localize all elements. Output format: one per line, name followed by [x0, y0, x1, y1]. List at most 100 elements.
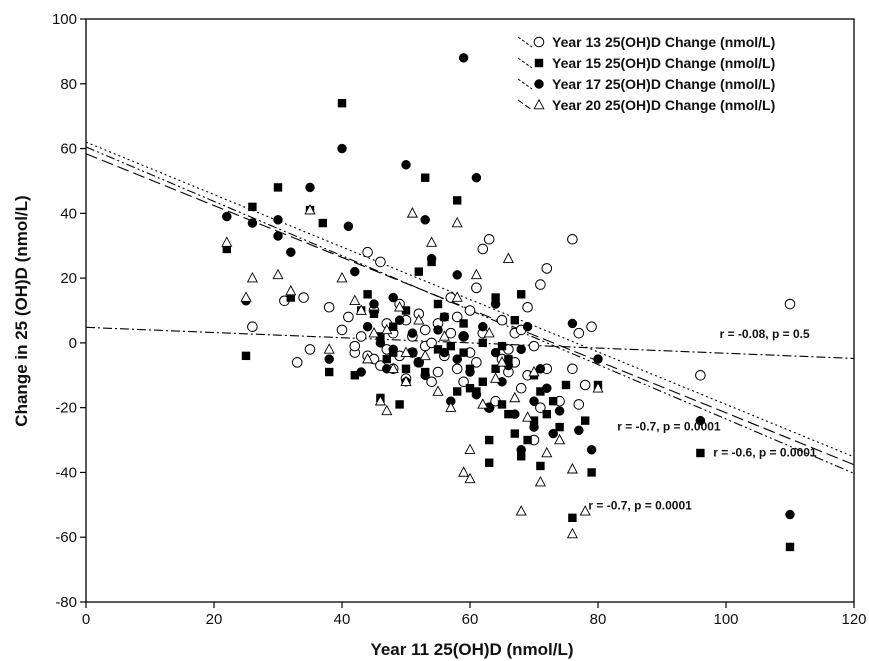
series-2-point	[536, 387, 545, 396]
series-2-point	[273, 183, 283, 192]
x-tick-label: 0	[82, 611, 90, 628]
series-2-point	[433, 299, 443, 309]
series-2-point	[248, 202, 257, 212]
x-tick-label: 120	[841, 611, 866, 628]
series-4-point	[502, 252, 514, 263]
series-3-point	[394, 315, 405, 325]
series-4-point	[400, 375, 412, 387]
series-4-point	[362, 352, 374, 364]
series-3-point	[529, 422, 539, 432]
y-tick-label: -40	[55, 464, 77, 481]
series-4-point	[566, 463, 578, 474]
series-1-point	[323, 301, 335, 313]
series-3-point	[593, 354, 603, 364]
series-2-point	[536, 461, 545, 471]
series-2-point	[510, 316, 519, 325]
series-3-point	[407, 328, 418, 338]
x-tick-label: 80	[590, 611, 607, 628]
series-2-point	[568, 513, 577, 522]
series-1-point	[483, 233, 495, 245]
series-3-point	[362, 321, 373, 332]
legend-line-sample	[517, 36, 533, 48]
series-3-point	[439, 347, 450, 358]
series-1-point	[464, 305, 476, 316]
series-3-point	[369, 299, 379, 309]
series-4-point	[323, 343, 335, 354]
series-4-point	[566, 527, 578, 539]
series-1-point	[426, 376, 437, 388]
series-4-point	[451, 291, 463, 302]
y-tick-label: 80	[60, 76, 77, 93]
series-1-point	[304, 344, 316, 355]
x-tick-label: 100	[713, 611, 738, 628]
legend-label: Year 20 25(OH)D Change (nmol/L)	[552, 97, 775, 113]
series-2-point	[395, 400, 404, 409]
series-4-point	[285, 284, 297, 296]
series-1-point	[343, 311, 354, 323]
legend-line-sample	[517, 57, 533, 69]
fit-annotation: r = -0.6, p = 0.0001	[713, 445, 817, 459]
series-1-point	[784, 298, 796, 310]
series-2-point	[453, 196, 462, 205]
fit-annotation: r = -0.08, p = 0.5	[720, 327, 810, 341]
legend-marker	[533, 98, 545, 110]
series-1-point	[349, 340, 361, 352]
series-3-point	[305, 182, 315, 193]
series-1-point	[471, 282, 482, 294]
series-1-point	[695, 369, 706, 381]
series-1-point	[515, 382, 527, 394]
series-4-point	[490, 372, 502, 383]
series-1-point	[298, 292, 309, 303]
series-3-point	[324, 354, 334, 364]
series-3-point	[426, 253, 437, 264]
series-4-point	[554, 433, 566, 445]
series-3-point	[490, 299, 501, 309]
x-tick-label: 60	[462, 611, 479, 628]
series-4-point	[368, 327, 380, 338]
series-3-point	[420, 370, 430, 381]
series-4-point	[451, 216, 463, 228]
y-tick-label: -80	[55, 594, 77, 611]
series-2-point	[517, 452, 526, 461]
series-4-point	[419, 349, 431, 361]
series-4-point	[592, 382, 604, 393]
series-3-point	[433, 325, 443, 335]
legend-marker	[534, 79, 544, 89]
series-4-point	[304, 203, 316, 215]
series-4-point	[477, 398, 489, 409]
series-2-point	[491, 293, 500, 302]
series-2-point	[465, 384, 475, 393]
series-4-point	[470, 268, 482, 280]
series-4-point	[515, 505, 527, 516]
legend-line-sample	[517, 78, 533, 90]
series-2-point	[459, 348, 468, 357]
series-1-point	[573, 399, 585, 410]
series-2-point	[561, 380, 571, 390]
series-1-point	[432, 366, 444, 378]
series-3-point	[452, 354, 462, 364]
series-4-point	[458, 466, 470, 477]
annotations: r = -0.08, p = 0.5 r = -0.7, p = 0.0001 r …	[588, 327, 817, 513]
series-2-point	[478, 338, 487, 348]
series-3-point	[586, 445, 597, 455]
fit-annotation: r = -0.7, p = 0.0001	[617, 419, 721, 433]
series-2-point	[318, 218, 327, 228]
series-3-point	[522, 321, 533, 332]
series-1-point	[355, 331, 367, 342]
legend-line-sample	[517, 99, 533, 111]
series-4-point	[387, 362, 399, 374]
x-axis-title: Year 11 25(OH)D (nmol/L)	[370, 640, 573, 659]
series-2-point	[459, 319, 468, 328]
series-2-point	[401, 306, 411, 315]
fit-annotation: r = -0.7, p = 0.0001	[588, 499, 692, 513]
x-tick-label: 20	[206, 611, 223, 628]
series-2-point	[523, 435, 532, 445]
series-2-point	[542, 409, 551, 419]
y-axis-title: Change in 25 (OH)D (nmol/L)	[12, 195, 31, 426]
series-3-point	[343, 221, 354, 232]
series-3-point	[478, 321, 488, 332]
series-2-point	[376, 332, 385, 341]
series-2-point	[363, 290, 372, 299]
series-2-point	[286, 293, 295, 302]
